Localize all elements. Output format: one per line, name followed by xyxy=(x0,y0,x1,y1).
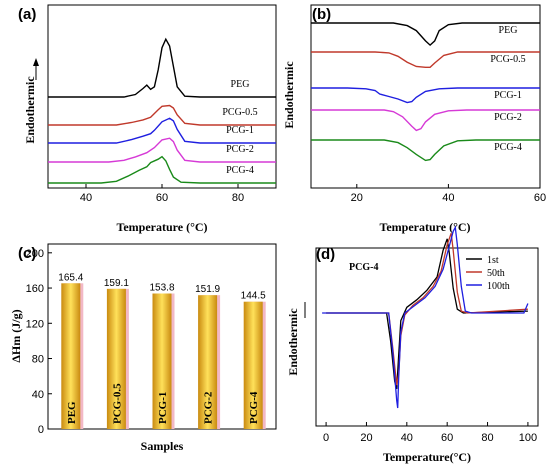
a-label-pcg-2: PCG-2 xyxy=(226,144,254,155)
c-bar-pcg-4 xyxy=(243,301,263,429)
b-label-pcg-0.5: PCG-0.5 xyxy=(490,54,525,65)
panel-d-x-ticks: 0 20 40 60 80 100 xyxy=(323,422,537,444)
panel-c-xlabel: Samples xyxy=(141,439,184,453)
a-curve-pcg-2 xyxy=(48,137,276,163)
c-ytick-label: 40 xyxy=(32,389,44,401)
b-label-pcg-1: PCG-1 xyxy=(494,90,522,101)
c-value-label: 151.9 xyxy=(195,284,220,295)
c-ytick-label: 160 xyxy=(26,283,44,295)
a-label-pcg-1: PCG-1 xyxy=(226,125,254,136)
a-curve-peg xyxy=(48,37,276,98)
d-tick-label: 80 xyxy=(481,432,493,444)
panel-d-ylabel: Endothermic xyxy=(286,308,300,376)
panel-d-letter: (d) xyxy=(316,246,335,263)
c-category-label: PCG-0.5 xyxy=(111,383,123,424)
d-legend-label: 100th xyxy=(487,281,510,292)
panel-a-xlabel: Temperature (°C) xyxy=(116,220,207,234)
b-curve-peg xyxy=(311,22,540,47)
panel-c-value-labels: 165.4 159.1 153.8 151.9 144.5 xyxy=(58,272,266,301)
b-label-pcg-2: PCG-2 xyxy=(494,112,522,123)
d-curve-100th xyxy=(322,225,529,409)
a-tick-label: 80 xyxy=(232,192,244,204)
d-tick-label: 100 xyxy=(519,432,537,444)
panel-a-x-ticks: 40 60 80 xyxy=(80,184,244,204)
panel-a-series-labels: PEG PCG-0.5 PCG-1 PCG-2 PCG-4 xyxy=(222,79,257,176)
panel-b-x-ticks: 20 40 60 xyxy=(351,184,546,204)
panel-a: (a) PEG PCG-0.5 PCG-1 PCG-2 PCG-4 40 60 80 Tem… xyxy=(18,4,277,234)
c-value-label: 144.5 xyxy=(241,291,266,302)
b-curve-pcg-1 xyxy=(311,87,540,104)
panel-a-curves xyxy=(48,37,276,184)
panel-d-frame xyxy=(315,247,539,427)
panel-b-letter: (b) xyxy=(312,6,331,23)
c-value-label: 159.1 xyxy=(104,278,129,289)
a-label-pcg-4: PCG-4 xyxy=(226,165,254,176)
a-curve-pcg-4 xyxy=(48,155,276,184)
d-tick-label: 40 xyxy=(401,432,413,444)
b-tick-label: 60 xyxy=(534,192,546,204)
b-tick-label: 40 xyxy=(442,192,454,204)
panel-c-y-ticks: 0 40 80 120 160 200 xyxy=(26,248,52,436)
c-ytick-label: 0 xyxy=(38,424,44,436)
c-ytick-label: 120 xyxy=(26,318,44,330)
b-curve-pcg-4 xyxy=(311,139,540,162)
c-category-label: PCG-4 xyxy=(248,391,260,424)
d-legend-label: 50th xyxy=(487,268,505,279)
b-label-pcg-4: PCG-4 xyxy=(494,142,522,153)
panel-b-curves xyxy=(311,22,540,162)
panel-b: (b) PEG PCG-0.5 PCG-1 PCG-2 PCG-4 20 40 60 Tem… xyxy=(282,4,546,234)
c-ytick-label: 200 xyxy=(26,248,44,260)
c-category-label: PCG-2 xyxy=(203,391,215,424)
panel-a-letter: (a) xyxy=(18,6,36,23)
panel-d-curves xyxy=(322,225,529,409)
panel-a-arrow-head xyxy=(33,58,39,66)
a-label-peg: PEG xyxy=(231,79,250,90)
c-value-label: 165.4 xyxy=(58,272,83,283)
panel-a-ylabel: Endothermic xyxy=(23,76,37,144)
panel-c-category-labels: PEG PCG-0.5 PCG-1 PCG-2 PCG-4 xyxy=(66,383,260,424)
panel-c-bars xyxy=(61,283,266,429)
b-curve-pcg-0.5 xyxy=(311,51,540,68)
panel-d-legend: 1st 50th 100th xyxy=(466,255,510,292)
panel-d: (d) PCG-4 1st 50th 100th 0 20 40 60 80 100 Temp… xyxy=(286,225,539,464)
c-ytick-label: 80 xyxy=(32,354,44,366)
panel-c-ylabel: ΔHm (J/g) xyxy=(9,309,23,362)
panel-d-xlabel: Temperature(°C) xyxy=(383,450,471,464)
c-category-label: PEG xyxy=(66,401,78,424)
c-bar-pcg-1 xyxy=(152,293,172,429)
c-value-label: 153.8 xyxy=(149,283,174,294)
a-curve-pcg-0.5 xyxy=(48,104,276,126)
panel-b-frame xyxy=(310,4,541,189)
c-category-label: PCG-1 xyxy=(157,392,169,424)
d-legend-label: 1st xyxy=(487,255,499,266)
c-bar-pcg-2 xyxy=(198,295,218,429)
d-tick-label: 0 xyxy=(323,432,329,444)
panel-c-letter: (c) xyxy=(18,245,36,262)
c-bar-peg xyxy=(61,283,81,429)
panel-b-xlabel: Temperature (°C) xyxy=(379,220,470,234)
panel-b-ylabel: Endothermic xyxy=(282,61,296,129)
b-curve-pcg-2 xyxy=(311,109,540,132)
c-bar-pcg-0.5 xyxy=(106,288,126,429)
panel-b-series-labels: PEG PCG-0.5 PCG-1 PCG-2 PCG-4 xyxy=(490,25,525,153)
a-tick-label: 60 xyxy=(156,192,168,204)
d-curve-50th xyxy=(326,232,528,386)
b-label-peg: PEG xyxy=(499,25,518,36)
d-tick-label: 20 xyxy=(360,432,372,444)
d-tick-label: 60 xyxy=(441,432,453,444)
b-tick-label: 20 xyxy=(351,192,363,204)
a-tick-label: 40 xyxy=(80,192,92,204)
a-curve-pcg-1 xyxy=(48,117,276,144)
panel-d-title: PCG-4 xyxy=(349,262,378,273)
a-label-pcg-0.5: PCG-0.5 xyxy=(222,107,257,118)
